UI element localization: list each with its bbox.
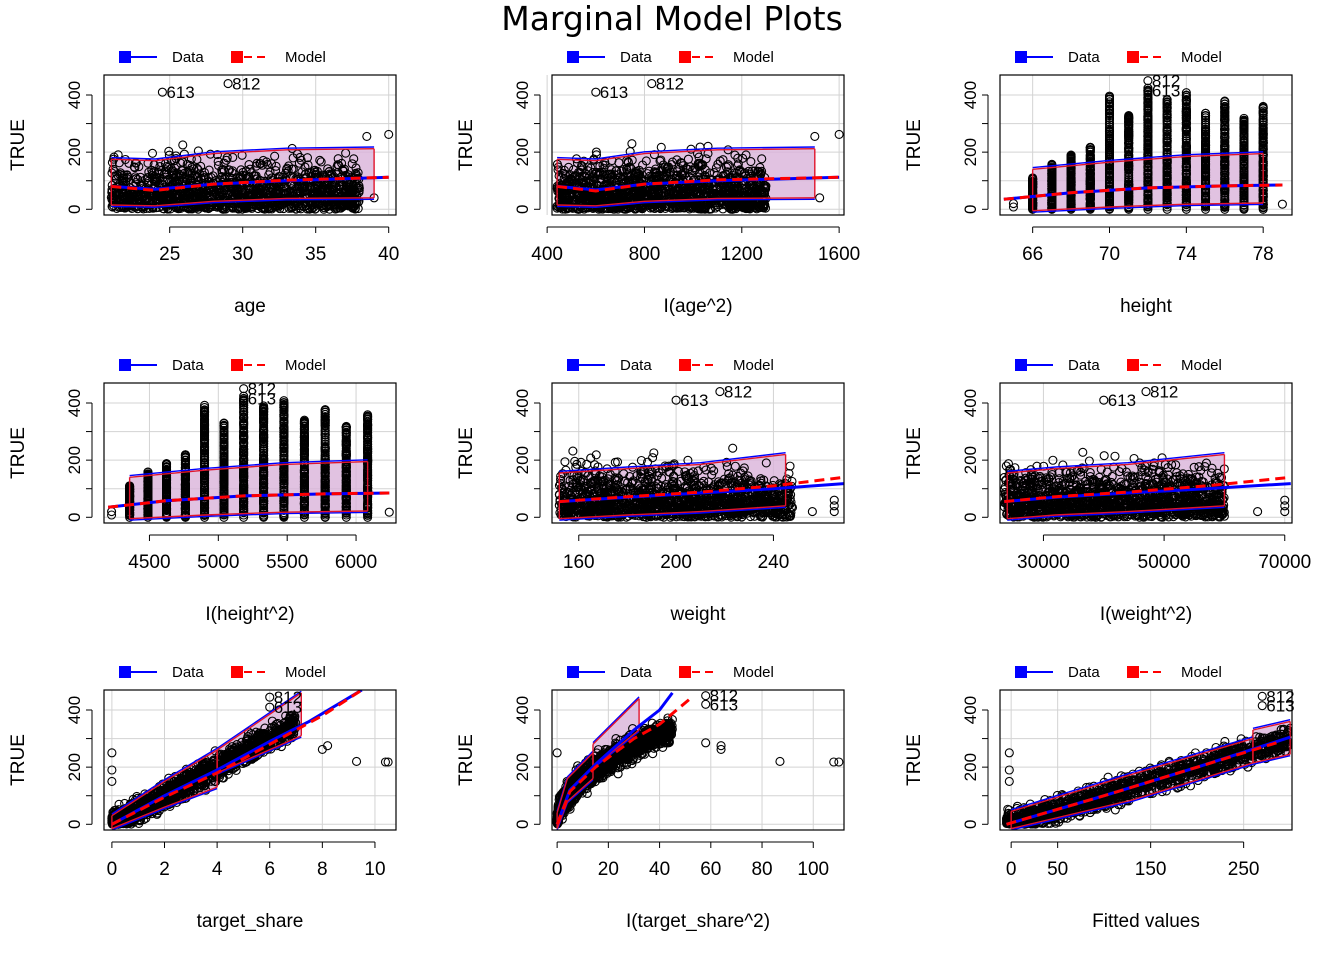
plot-area — [553, 80, 843, 214]
x-tick-label: 78 — [1253, 244, 1274, 265]
y-tick-label: 200 — [961, 138, 980, 166]
plot-area — [1004, 77, 1287, 214]
y-tick-label: 0 — [65, 205, 84, 214]
x-axis: 400 800 1200 1600 — [531, 227, 860, 265]
x-tick-label: 74 — [1176, 244, 1198, 265]
labeled-point — [648, 80, 656, 88]
y-tick-label: 400 — [513, 81, 532, 109]
panel-1: 613 812 0 200 400 TRUE 25 30 35 40 age Data Model — [8, 49, 399, 317]
outlier-point — [811, 132, 819, 140]
x-axis: 66 70 74 78 — [1022, 227, 1274, 265]
plot-area — [107, 80, 392, 214]
point-label: 613 — [166, 83, 194, 102]
legend-model-label: Model — [1181, 49, 1222, 66]
y-axis: 0 200 400 — [513, 81, 540, 214]
y-tick-label: 0 — [513, 205, 532, 214]
y-tick-label: 200 — [65, 138, 84, 166]
data-points — [107, 80, 392, 214]
legend-model-label: Model — [285, 49, 326, 66]
outlier-point — [363, 132, 371, 140]
x-axis-label: age — [234, 296, 266, 317]
y-axis-label: TRUE — [904, 119, 925, 171]
data-point — [148, 149, 156, 157]
legend-data-label: Data — [620, 49, 652, 66]
x-tick-label: 1200 — [721, 244, 763, 265]
data-point — [657, 143, 665, 151]
x-axis-label: height — [1120, 296, 1172, 317]
y-tick-label: 200 — [513, 138, 532, 166]
outlier-point — [1278, 200, 1286, 208]
y-axis-label: TRUE — [456, 119, 477, 171]
x-tick-label: 25 — [159, 244, 180, 265]
x-axis-label: I(age^2) — [663, 296, 732, 317]
x-tick-label: 800 — [629, 244, 661, 265]
y-tick-label: 400 — [65, 81, 84, 109]
y-tick-label: 0 — [961, 205, 980, 214]
y-axis: 0 200 400 — [961, 81, 988, 214]
x-tick-label: 30 — [232, 244, 253, 265]
legend: Data Model — [567, 49, 774, 66]
x-tick-label: 400 — [531, 244, 563, 265]
y-axis-label: TRUE — [8, 119, 29, 171]
figure-title: Marginal Model Plots — [501, 0, 843, 38]
legend-data-label: Data — [1068, 49, 1100, 66]
x-tick-label: 1600 — [818, 244, 860, 265]
labeled-point — [224, 80, 232, 88]
legend-data-label: Data — [172, 49, 204, 66]
x-axis: 25 30 35 40 — [159, 227, 399, 265]
x-tick-label: 40 — [378, 244, 399, 265]
y-tick-label: 400 — [961, 81, 980, 109]
point-label: 812 — [232, 75, 260, 94]
legend-model-label: Model — [733, 49, 774, 66]
legend: Data Model — [119, 49, 326, 66]
point-label: 812 — [656, 75, 684, 94]
data-points — [1009, 77, 1286, 214]
data-point — [628, 140, 636, 148]
labeled-point — [1144, 77, 1152, 85]
legend: Data Model — [1015, 49, 1222, 66]
x-tick-label: 66 — [1022, 244, 1043, 265]
y-axis: 0 200 400 — [65, 81, 92, 214]
data-point — [179, 141, 187, 149]
x-tick-label: 35 — [305, 244, 326, 265]
point-label: 613 — [600, 83, 628, 102]
x-tick-label: 70 — [1099, 244, 1120, 265]
outlier-point — [816, 194, 824, 202]
panel-2: 613 812 0 200 400 TRUE 400 800 1200 1600 I(age^2) D… — [456, 49, 860, 317]
